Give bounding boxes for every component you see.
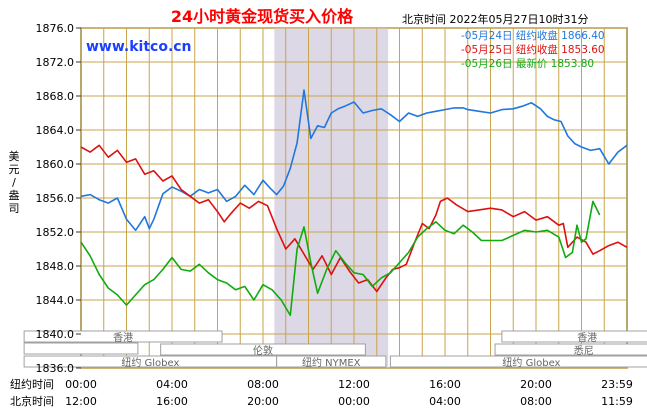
market-globex-next-bar [389, 355, 647, 368]
market-hongkong-tail-bar [23, 342, 139, 355]
market-sydney: 悉尼 [494, 343, 647, 357]
grid-lines [81, 27, 627, 369]
x-tick-label-bj: 16:00 [156, 395, 188, 408]
market-london-bar [160, 343, 366, 356]
market-london: 伦敦 [160, 343, 366, 357]
market-nymex-bar [276, 355, 387, 368]
x-tick-label-bj: 04:00 [429, 395, 461, 408]
x-tick-label-ny: 04:00 [156, 378, 188, 391]
y-tick-label: 1840.0 [36, 328, 75, 341]
x-tick-label-ny: 00:00 [65, 378, 97, 391]
x-tick-label-ny: 16:00 [429, 378, 461, 391]
y-label-char: 司 [9, 202, 20, 215]
y-axis-ticks: 1876.0 1872.0 1868.0 1864.0 1860.0 1856.0 1852… [36, 22, 81, 375]
x-tick-label-bj: 08:00 [520, 395, 552, 408]
chart-legend: -05月24日 纽约收盘 1866.40-05月25日 纽约收盘 1853.60… [461, 29, 605, 70]
x-tick-label-ny: 20:00 [520, 378, 552, 391]
bj-time-row-label: 北京时间 [10, 394, 54, 408]
y-tick-label: 1876.0 [36, 22, 75, 35]
y-tick-label: 1836.0 [36, 362, 75, 375]
series-line-1 [80, 144, 628, 293]
y-tick-label: 1856.0 [36, 192, 75, 205]
market-hongkong-next-bar [501, 330, 647, 343]
y-tick-label: 1844.0 [36, 294, 75, 307]
market-hongkong-next: 香港 [501, 330, 647, 344]
market-nymex: 纽约 NYMEX [276, 355, 387, 369]
market-hongkong-tail [23, 342, 139, 355]
chart-title: 24小时黄金现货买入价格 [171, 7, 354, 26]
series-line-0 [80, 89, 628, 232]
y-tick-label: 1872.0 [36, 56, 75, 69]
market-globex-next: 纽约 Globex [389, 355, 647, 369]
market-globex-label: 纽约 Globex [121, 356, 179, 369]
x-tick-label-bj: 11:59 [601, 395, 633, 408]
x-tick-label-ny: 23:59 [601, 378, 633, 391]
x-tick-label-bj: 00:00 [338, 395, 370, 408]
y-tick-label: 1860.0 [36, 158, 75, 171]
market-hongkong: 香港 [23, 330, 223, 344]
y-tick-label: 1848.0 [36, 260, 75, 273]
market-hongkong-label: 香港 [113, 332, 133, 344]
y-label-char: / [12, 176, 16, 189]
market-hongkong-bar [23, 330, 223, 343]
x-tick-label-ny: 12:00 [338, 378, 370, 391]
legend-item-1: -05月25日 纽约收盘 1853.60 [461, 43, 605, 56]
series-line-2 [80, 200, 601, 317]
legend-item-0: -05月24日 纽约收盘 1866.40 [461, 29, 605, 42]
y-axis-label: 美元/盎司 [9, 150, 20, 215]
y-tick-label: 1852.0 [36, 226, 75, 239]
y-label-char: 美 [9, 150, 20, 163]
market-sydney-bar [494, 343, 647, 356]
y-tick-label: 1864.0 [36, 124, 75, 137]
market-globex-next-label: 纽约 Globex [502, 356, 560, 369]
website-watermark: www.kitco.cn [86, 39, 192, 55]
market-hongkong-next-label: 香港 [577, 332, 597, 344]
ny-time-row-label: 纽约时间 [10, 377, 54, 391]
y-tick-label: 1868.0 [36, 90, 75, 103]
y-label-char: 元 [9, 163, 20, 176]
x-tick-label-ny: 08:00 [247, 378, 279, 391]
market-sydney-label: 悉尼 [574, 345, 594, 357]
timestamp: 北京时间 2022年05月27日10时31分 [402, 12, 588, 26]
y-label-char: 盎 [9, 188, 20, 202]
legend-item-2: -05月26日 最新价 1853.80 [461, 57, 594, 70]
market-london-label: 伦敦 [253, 344, 273, 357]
x-tick-label-bj: 20:00 [247, 395, 279, 408]
market-nymex-label: 纽约 NYMEX [302, 356, 361, 369]
x-tick-label-bj: 12:00 [65, 395, 97, 408]
x-axis-ticks: 00:00 04:00 08:00 12:00 16:00 20:00 23:59 12:00… [65, 378, 633, 408]
series-layer [80, 89, 628, 317]
